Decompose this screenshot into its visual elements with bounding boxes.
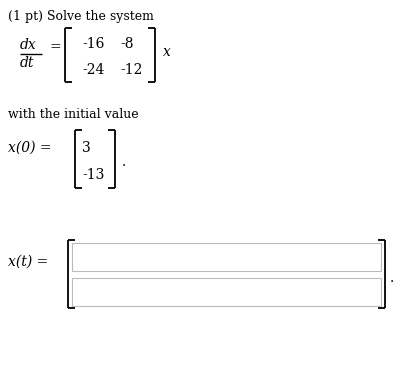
- Bar: [72, 278, 380, 306]
- Text: .: .: [389, 271, 393, 285]
- Text: x: x: [162, 45, 170, 59]
- Text: x(0) =: x(0) =: [8, 141, 51, 155]
- Text: with the initial value: with the initial value: [8, 108, 138, 121]
- Text: =: =: [50, 40, 61, 54]
- Text: .: .: [122, 155, 126, 169]
- Text: 3: 3: [82, 141, 91, 155]
- Text: -8: -8: [120, 37, 133, 51]
- Text: -13: -13: [82, 168, 104, 182]
- Text: (1 pt) Solve the system: (1 pt) Solve the system: [8, 10, 154, 23]
- Bar: [72, 243, 380, 271]
- Text: dx: dx: [20, 38, 36, 52]
- Text: -12: -12: [120, 63, 142, 77]
- Text: dt: dt: [20, 56, 34, 70]
- Text: -24: -24: [82, 63, 104, 77]
- Text: x(t) =: x(t) =: [8, 255, 48, 269]
- Text: -16: -16: [82, 37, 104, 51]
